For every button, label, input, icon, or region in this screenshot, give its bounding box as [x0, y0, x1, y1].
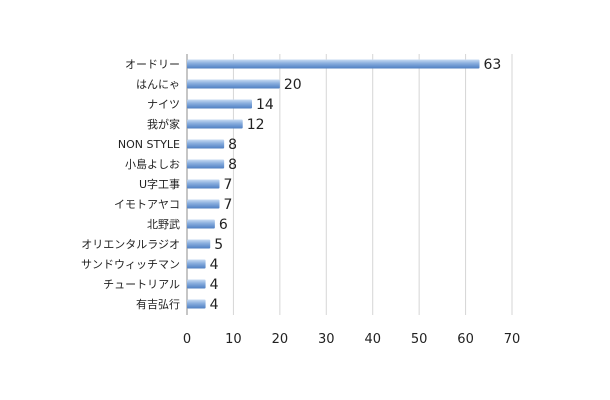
value-label: 12	[247, 117, 265, 133]
category-label: 小島よしお	[125, 157, 180, 171]
x-tick-label: 60	[457, 332, 474, 347]
x-tick-label: 70	[504, 332, 521, 347]
bar	[187, 299, 206, 309]
bar	[187, 79, 280, 89]
bar	[187, 239, 211, 249]
category-label: U字工事	[139, 177, 180, 191]
value-label: 4	[210, 277, 219, 293]
x-tick-label: 0	[183, 332, 191, 347]
category-label: はんにゃ	[136, 78, 180, 91]
bar	[187, 139, 225, 149]
x-tick-label: 30	[318, 332, 335, 347]
category-label: 北野武	[147, 218, 180, 231]
value-label: 6	[219, 217, 228, 233]
value-label: 5	[214, 237, 223, 253]
bars	[187, 59, 480, 309]
category-label: 有吉弘行	[136, 297, 180, 311]
category-label: サンドウィッチマン	[81, 258, 180, 271]
x-tick-label: 20	[272, 332, 289, 347]
value-label: 8	[228, 137, 237, 153]
category-label: オードリー	[125, 58, 180, 71]
value-label: 7	[224, 197, 233, 213]
value-label: 4	[210, 297, 219, 313]
category-label: NON STYLE	[118, 138, 180, 151]
value-label: 63	[484, 57, 502, 73]
bar	[187, 119, 243, 129]
category-label: オリエンタルラジオ	[81, 238, 180, 251]
x-tick-label: 10	[225, 332, 242, 347]
value-label: 20	[284, 77, 302, 93]
bar	[187, 59, 480, 69]
category-label: 我が家	[147, 117, 180, 131]
x-tick-label: 40	[364, 332, 381, 347]
value-label: 8	[228, 157, 237, 173]
bar	[187, 99, 252, 109]
labels: 0 10 20 30 40 50 60 70 オードリー 63 はんにゃ 20 ナイツ 14 我が家 12 NO…	[81, 57, 520, 347]
bar	[187, 199, 220, 209]
bar	[187, 179, 220, 189]
bar	[187, 279, 206, 289]
category-label: ナイツ	[147, 98, 180, 111]
category-label: イモトアヤコ	[114, 198, 180, 211]
bar	[187, 159, 225, 169]
x-tick-label: 50	[411, 332, 428, 347]
category-label: チュートリアル	[103, 278, 180, 291]
value-label: 14	[256, 97, 274, 113]
value-label: 4	[210, 257, 219, 273]
bar	[187, 259, 206, 269]
gridlines	[186, 54, 513, 315]
value-label: 7	[224, 177, 233, 193]
bar	[187, 219, 215, 229]
